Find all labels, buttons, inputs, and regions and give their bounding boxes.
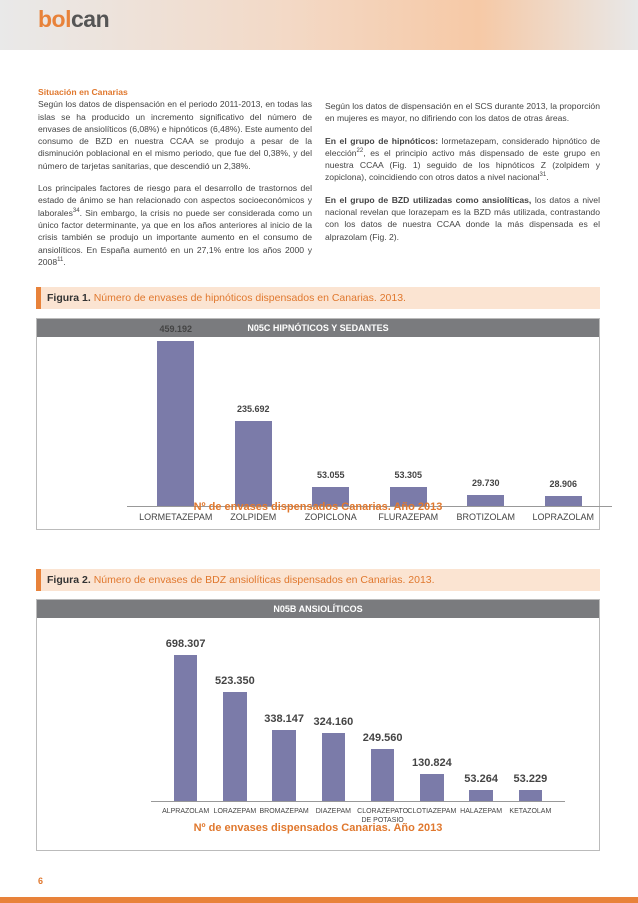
page-number: 6 xyxy=(38,876,44,886)
category-label: LORAZEPAM xyxy=(213,808,257,815)
bar xyxy=(389,486,427,506)
text: . Sin embargo, la crisis no puede ser co… xyxy=(38,207,312,267)
bar xyxy=(312,486,350,506)
category-label: HALAZEPAM xyxy=(460,808,503,815)
value-label: 523.350 xyxy=(214,674,255,687)
bar xyxy=(518,789,543,801)
bar xyxy=(173,655,198,801)
category-label: DIAZEPAM xyxy=(315,808,351,815)
value-label: 324.160 xyxy=(313,716,354,729)
heading: Situación en Canarias xyxy=(38,87,128,97)
footnote-ref: 11 xyxy=(57,257,64,263)
bold-text: En el grupo de BZD utilizadas como ansio… xyxy=(325,194,532,205)
value-label: 698.307 xyxy=(165,638,206,650)
category-label: ALPRAZOLAM xyxy=(162,808,210,815)
bar xyxy=(469,789,493,801)
bar xyxy=(157,341,195,506)
logo-part: can xyxy=(71,6,110,32)
bar xyxy=(467,495,505,506)
value-label: 53.264 xyxy=(464,772,498,785)
text: Según los datos de dispensación en el SC… xyxy=(325,101,600,124)
bar xyxy=(420,773,444,801)
value-label: 235.692 xyxy=(236,404,270,415)
bar xyxy=(321,733,346,801)
value-label: 53.055 xyxy=(316,469,345,480)
value-label: 53.305 xyxy=(394,469,423,480)
chart: N05C HIPNÓTICOS Y SEDANTES 459.192 LORMETA… xyxy=(36,318,612,530)
caption-text: Número de envases de BDZ ansiolíticas di… xyxy=(93,574,435,586)
footnote-ref: 31 xyxy=(539,172,547,179)
bar xyxy=(544,495,582,506)
value-label: 459.192 xyxy=(159,324,193,334)
footnote-ref: 22 xyxy=(356,148,364,155)
category-label: ZOPICLONA xyxy=(304,512,357,522)
category-label: LOPRAZOLAM xyxy=(532,512,594,522)
paragraph: En el grupo de hipnóticos: lormetazepam,… xyxy=(325,135,600,184)
x-axis-title: Nº de envases dispensados Canarias. Año … xyxy=(193,822,443,834)
text: Los principales factores de riesgo para … xyxy=(38,183,312,218)
footnote-ref: 34 xyxy=(72,207,80,214)
paragraph: Según los datos de dispensación en el pe… xyxy=(38,98,312,172)
category-label: ZOLPIDEM xyxy=(230,512,277,522)
baseline xyxy=(127,506,612,507)
paragraph: Según los datos de dispensación en el SC… xyxy=(325,100,600,125)
text: los datos a nivel nacional revelan que l… xyxy=(325,194,600,242)
figure-caption: Figura 2. Número de envases de BDZ ansio… xyxy=(36,569,600,591)
bar xyxy=(272,730,296,801)
bar xyxy=(370,748,395,801)
left-column: Situación en Canarias Según los datos de… xyxy=(38,86,312,278)
bar xyxy=(234,421,272,506)
category-label: CLOTIAZEPAM xyxy=(407,808,457,815)
logo: bolcan xyxy=(38,6,110,33)
text: Según los datos de dispensación en el pe… xyxy=(38,99,312,171)
category-label: BROMAZEPAM xyxy=(259,808,309,815)
value-label: 29.730 xyxy=(471,478,500,489)
category-label: BROTIZOLAM xyxy=(456,512,515,522)
category-label: FLURAZEPAM xyxy=(378,512,439,522)
value-label: 130.824 xyxy=(411,756,452,769)
text: , es el principio activo más dispensado … xyxy=(325,147,600,183)
category-label: LORMETAZEPAM xyxy=(139,512,213,522)
baseline xyxy=(151,801,565,802)
right-column: Según los datos de dispensación en el SC… xyxy=(325,100,600,253)
chart: N05B ANSIOLÍTICOS 698.307 ALPRAZOLAM 523.35… xyxy=(36,599,600,851)
value-label: 28.906 xyxy=(549,478,578,489)
figure-label: Figura 1. xyxy=(47,292,91,304)
figure-label: Figura 2. xyxy=(47,574,91,586)
text: lormetazepam, considerado hipnótico de e… xyxy=(325,135,601,158)
chart-title: N05B ANSIOLÍTICOS xyxy=(37,600,599,618)
bold-text: En el grupo de hipnóticos: xyxy=(325,135,439,146)
paragraph: Los principales factores de riesgo para … xyxy=(38,182,312,268)
caption-text: Número de envases de hipnóticos dispensa… xyxy=(93,292,406,304)
value-label: 53.229 xyxy=(513,772,548,785)
bar xyxy=(223,691,247,801)
value-label: 338.147 xyxy=(264,713,304,726)
text: . xyxy=(63,256,66,267)
chart-title: N05C HIPNÓTICOS Y SEDANTES xyxy=(37,319,599,337)
paragraph: En el grupo de BZD utilizadas como ansio… xyxy=(325,194,600,243)
x-axis-title: Nº de envases dispensados Canarias. Año … xyxy=(193,501,443,513)
header-band xyxy=(0,0,638,50)
value-label: 249.560 xyxy=(362,731,403,744)
logo-part: bol xyxy=(38,6,72,32)
figure-caption: Figura 1. Número de envases de hipnótico… xyxy=(36,287,600,309)
category-label: KETAZOLAM xyxy=(509,808,552,815)
text: . xyxy=(546,172,549,183)
footer-strip xyxy=(0,897,638,903)
category-label: CLORAZEPATO DE POTASIO xyxy=(357,808,409,824)
